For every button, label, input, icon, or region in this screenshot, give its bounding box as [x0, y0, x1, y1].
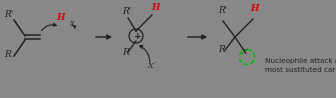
Text: X: X: [69, 20, 74, 28]
Text: X: X: [148, 62, 154, 70]
Text: R': R': [4, 10, 13, 19]
Text: R: R: [4, 50, 11, 59]
Text: R': R': [122, 7, 131, 16]
Text: H: H: [250, 4, 258, 13]
Text: H: H: [151, 3, 160, 12]
Text: Nucleophile attack at
most sustituted carbon: Nucleophile attack at most sustituted ca…: [265, 58, 336, 73]
Text: R: R: [122, 48, 129, 57]
Text: R': R': [218, 6, 227, 15]
Text: H: H: [56, 13, 65, 22]
Text: X: X: [242, 48, 248, 56]
Text: ⁻: ⁻: [154, 62, 157, 67]
Text: R: R: [218, 45, 225, 54]
Text: +: +: [134, 31, 142, 40]
